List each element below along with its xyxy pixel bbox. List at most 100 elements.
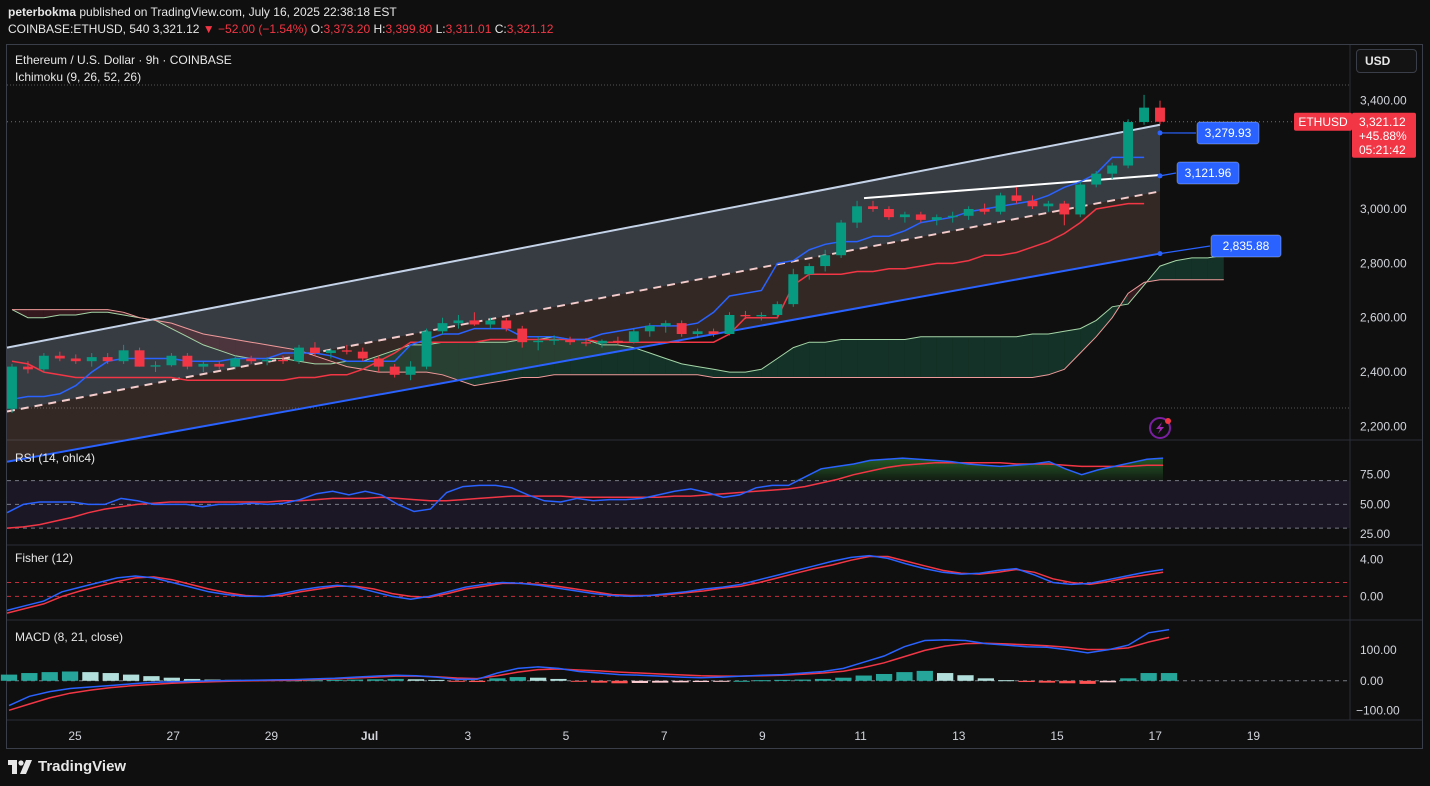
candle-body[interactable] [1155,107,1165,122]
candle-body[interactable] [453,320,464,324]
candle-body[interactable] [70,358,81,362]
candle-body[interactable] [517,328,528,343]
rsi-legend[interactable]: RSI (14, ohlc4) [15,451,96,465]
candle-body[interactable] [947,215,958,218]
ichimoku-cloud-segment [952,336,969,378]
channel-upper-line[interactable] [6,123,1161,349]
candle-body[interactable] [692,331,703,335]
candle-body[interactable] [405,366,416,375]
replay-icon[interactable] [1149,417,1171,439]
candle-body[interactable] [230,358,241,367]
senkou-span-b-line [12,279,1224,387]
macd-legend[interactable]: MACD (8, 21, close) [15,630,124,644]
tradingview-logo[interactable]: TradingView [8,758,126,775]
candle-body[interactable] [485,320,496,325]
candle-body[interactable] [166,355,177,366]
candle-body[interactable] [724,314,735,335]
candle-body[interactable] [246,358,257,362]
candle-body[interactable] [310,347,320,354]
candle-body[interactable] [549,339,560,341]
candle-body[interactable] [979,209,990,212]
ichimoku-cloud-segment [538,336,555,378]
candle-body[interactable] [389,366,400,375]
candle-body[interactable] [676,323,687,335]
callout-box[interactable] [1196,121,1260,145]
candle-body[interactable] [868,206,878,210]
author-name[interactable]: peterbokma [8,5,77,19]
candle-body[interactable] [1107,165,1118,174]
candle-body[interactable] [995,195,1006,212]
candle-body[interactable] [294,347,304,362]
candle-body[interactable] [118,350,129,362]
fisher-legend[interactable]: Fisher (12) [15,551,74,565]
candle-body[interactable] [1043,203,1054,207]
candle-body[interactable] [1139,107,1149,123]
candle-body[interactable] [38,355,49,370]
macd-histogram-bar [428,679,445,681]
candle-body[interactable] [341,350,352,352]
ichimoku-cloud-segment [825,339,842,378]
candle-body[interactable] [533,340,544,343]
candle-body[interactable] [23,366,33,370]
candle-body[interactable] [150,365,161,367]
candle-body[interactable] [581,342,591,344]
candle-body[interactable] [740,314,751,317]
candle-body[interactable] [214,363,225,367]
candle-body[interactable] [1027,200,1038,207]
candle-body[interactable] [772,304,783,315]
down-arrow-icon: ▼ [202,22,215,36]
callout-box[interactable] [1210,234,1282,258]
ichimoku-cloud-segment [107,309,124,315]
currency-button[interactable]: USD [1356,49,1417,73]
candle-body[interactable] [1075,184,1086,215]
candle-body[interactable] [597,340,607,344]
candle-body[interactable] [820,255,831,267]
candle-body[interactable] [884,209,894,218]
candle-body[interactable] [325,350,336,354]
candle-body[interactable] [469,320,480,325]
candle-body[interactable] [708,331,719,335]
candle-body[interactable] [1123,122,1134,166]
candle-body[interactable] [788,274,799,305]
candle-body[interactable] [278,359,288,362]
candle-body[interactable] [102,357,113,362]
candle-body[interactable] [437,323,448,332]
candle-body[interactable] [134,350,145,367]
candle-body[interactable] [852,206,862,223]
candle-body[interactable] [54,355,65,359]
candle-body[interactable] [501,320,512,329]
candle-body[interactable] [756,314,767,317]
channel-lower-fill [7,191,1160,462]
candle-body[interactable] [421,331,432,367]
candle-body[interactable] [644,325,655,332]
candle-body[interactable] [899,214,910,218]
candle-body[interactable] [1011,195,1022,201]
candle-body[interactable] [1091,173,1102,185]
candle-body[interactable] [963,209,974,216]
candle-body[interactable] [660,323,671,326]
candle-body[interactable] [836,222,847,256]
resistance-line[interactable] [863,174,1161,200]
candle-body[interactable] [915,214,926,220]
candle-body[interactable] [628,331,639,343]
candle-body[interactable] [565,339,575,343]
candle-body[interactable] [931,217,942,220]
candle-body[interactable] [198,363,209,367]
channel-lower-line[interactable] [6,252,1161,463]
ichimoku-legend[interactable]: Ichimoku (9, 26, 52, 26) [15,70,142,84]
candle-body[interactable] [804,266,815,275]
candle-body[interactable] [7,366,17,409]
candle-body[interactable] [86,357,97,362]
candle-body[interactable] [182,355,193,367]
candle-body[interactable] [262,359,273,362]
candle-body[interactable] [373,358,384,367]
candle-body[interactable] [357,351,368,359]
candle-body[interactable] [1059,203,1070,215]
macd-histogram-bar [611,680,628,684]
time-axis-tick: 15 [1050,729,1064,743]
macd-histogram-bar [122,674,140,681]
macd-histogram-bar [143,676,160,681]
callout-box[interactable] [1176,161,1240,185]
candle-body[interactable] [612,340,623,343]
